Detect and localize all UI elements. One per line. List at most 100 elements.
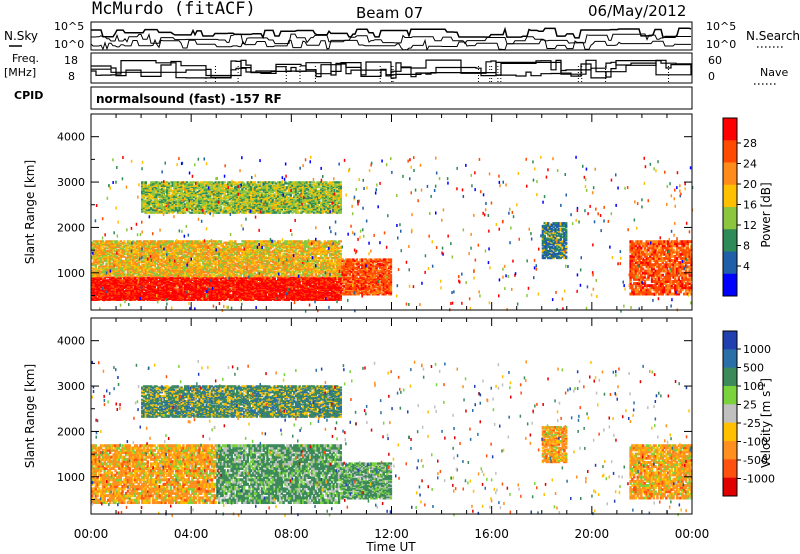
data-cell — [96, 287, 99, 290]
data-cell — [309, 292, 312, 295]
data-cell — [305, 282, 309, 285]
data-cell — [117, 269, 121, 272]
data-cell — [121, 294, 124, 297]
data-cell — [107, 295, 110, 298]
data-cell — [128, 269, 131, 272]
data-cell — [114, 291, 117, 293]
data-cell — [96, 281, 99, 283]
data-cell — [91, 243, 94, 246]
data-cell — [94, 296, 97, 299]
data-cell — [124, 294, 128, 297]
data-cell — [268, 288, 271, 291]
data-cell — [184, 277, 187, 280]
data-cell — [117, 244, 121, 247]
data-cell — [221, 280, 224, 282]
data-cell — [114, 261, 117, 264]
data-cell — [239, 293, 242, 296]
data-cell — [305, 293, 309, 296]
data-cell — [91, 263, 94, 267]
data-cell — [124, 259, 128, 262]
data-cell — [214, 283, 217, 286]
data-cell — [110, 269, 114, 272]
data-cell — [185, 276, 189, 279]
data-cell — [318, 278, 321, 281]
data-cell — [114, 270, 117, 274]
data-cell — [243, 290, 246, 292]
data-cell — [114, 269, 117, 272]
data-cell — [173, 296, 176, 299]
data-cell — [128, 283, 131, 286]
data-cell — [336, 298, 339, 301]
data-cell — [300, 276, 303, 279]
data-cell — [92, 285, 96, 288]
data-cell — [282, 276, 285, 279]
data-cell — [200, 299, 203, 301]
data-cell — [337, 293, 341, 296]
data-cell — [253, 285, 257, 288]
data-cell — [126, 256, 130, 260]
data-cell — [167, 281, 171, 283]
data-cell — [110, 254, 114, 257]
data-cell — [311, 277, 314, 280]
data-cell — [307, 295, 310, 298]
data-cell — [223, 289, 226, 291]
data-cell — [291, 296, 294, 299]
data-cell — [232, 284, 235, 287]
data-cell — [151, 293, 155, 296]
data-cell — [194, 279, 198, 281]
data-cell — [94, 293, 97, 296]
data-cell — [266, 296, 269, 299]
data-cell — [278, 299, 282, 301]
data-cell — [117, 272, 121, 275]
data-cell — [99, 276, 103, 279]
data-cell — [291, 292, 294, 295]
data-cell — [112, 240, 115, 243]
data-cell — [110, 247, 114, 250]
data-cell — [201, 286, 205, 289]
data-cell — [105, 275, 108, 278]
data-cell — [92, 240, 96, 243]
data-cell — [201, 281, 205, 283]
data-cell — [142, 285, 146, 288]
data-cell — [176, 283, 180, 286]
data-cell — [330, 278, 334, 281]
data-cell — [207, 281, 210, 283]
freq-tick-bottom: 8 — [68, 70, 75, 83]
data-cell — [182, 280, 185, 282]
data-cell — [92, 272, 96, 275]
data-cell — [278, 281, 282, 284]
data-cell — [192, 281, 196, 283]
data-cell — [316, 279, 319, 281]
data-cell — [212, 299, 216, 301]
data-cell — [94, 254, 97, 257]
data-cell — [126, 251, 130, 254]
data-cell — [137, 240, 140, 243]
data-cell — [151, 295, 155, 298]
data-cell — [280, 293, 283, 296]
data-cell — [91, 281, 94, 283]
data-cell — [323, 296, 326, 299]
data-cell — [339, 277, 343, 280]
data-cell — [107, 270, 110, 274]
data-cell — [303, 282, 307, 285]
data-cell — [309, 286, 312, 289]
data-cell — [287, 293, 291, 296]
data-cell — [182, 291, 185, 293]
data-cell — [130, 293, 133, 296]
data-cell — [207, 290, 210, 292]
data-cell — [230, 293, 233, 296]
data-cell — [114, 259, 117, 262]
data-cell — [212, 296, 216, 299]
data-cell — [128, 298, 131, 301]
data-cell — [108, 245, 112, 249]
data-cell — [150, 287, 153, 290]
data-cell — [126, 263, 130, 267]
data-cell — [108, 295, 112, 298]
data-cell — [107, 279, 110, 281]
data-cell — [334, 283, 337, 286]
data-cell — [132, 268, 135, 271]
data-cell — [137, 298, 140, 301]
data-cell — [173, 289, 176, 291]
data-cell — [248, 280, 251, 282]
data-cell — [189, 278, 192, 281]
